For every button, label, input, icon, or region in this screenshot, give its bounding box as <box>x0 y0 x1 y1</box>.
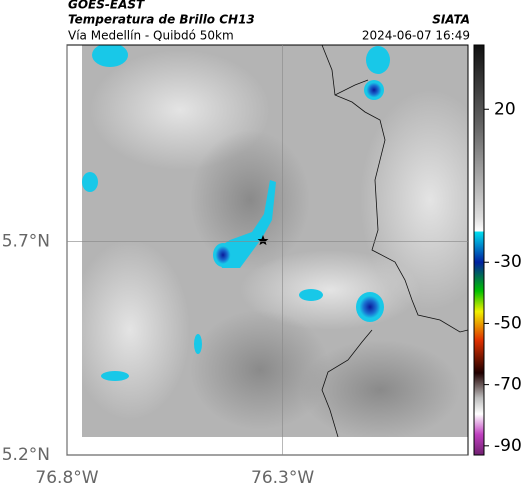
colorbar <box>473 44 485 456</box>
colorbar-tick-label: -90 <box>494 436 522 456</box>
colorbar-tick-label: -70 <box>494 375 522 395</box>
colorbar-tick-label: -30 <box>494 252 522 272</box>
colorbar-tick-label: 20 <box>494 99 516 119</box>
product: Temperatura de Brillo CH13 <box>68 13 255 27</box>
location-marker <box>257 235 269 245</box>
x-tick-label: 76.8°W <box>35 468 98 488</box>
satellite-image <box>82 45 468 437</box>
x-tick-label: 76.3°W <box>251 468 314 488</box>
source: GOES-EAST <box>68 0 145 12</box>
location: Vía Medellín - Quibdó 50km <box>68 29 234 43</box>
colorbar-tick-label: -50 <box>494 313 522 333</box>
y-tick-label: 5.7°N <box>2 231 50 251</box>
y-tick-label: 5.2°N <box>2 445 50 465</box>
org: SIATA <box>432 13 470 27</box>
datetime: 2024-06-07 16:49 <box>362 29 470 43</box>
